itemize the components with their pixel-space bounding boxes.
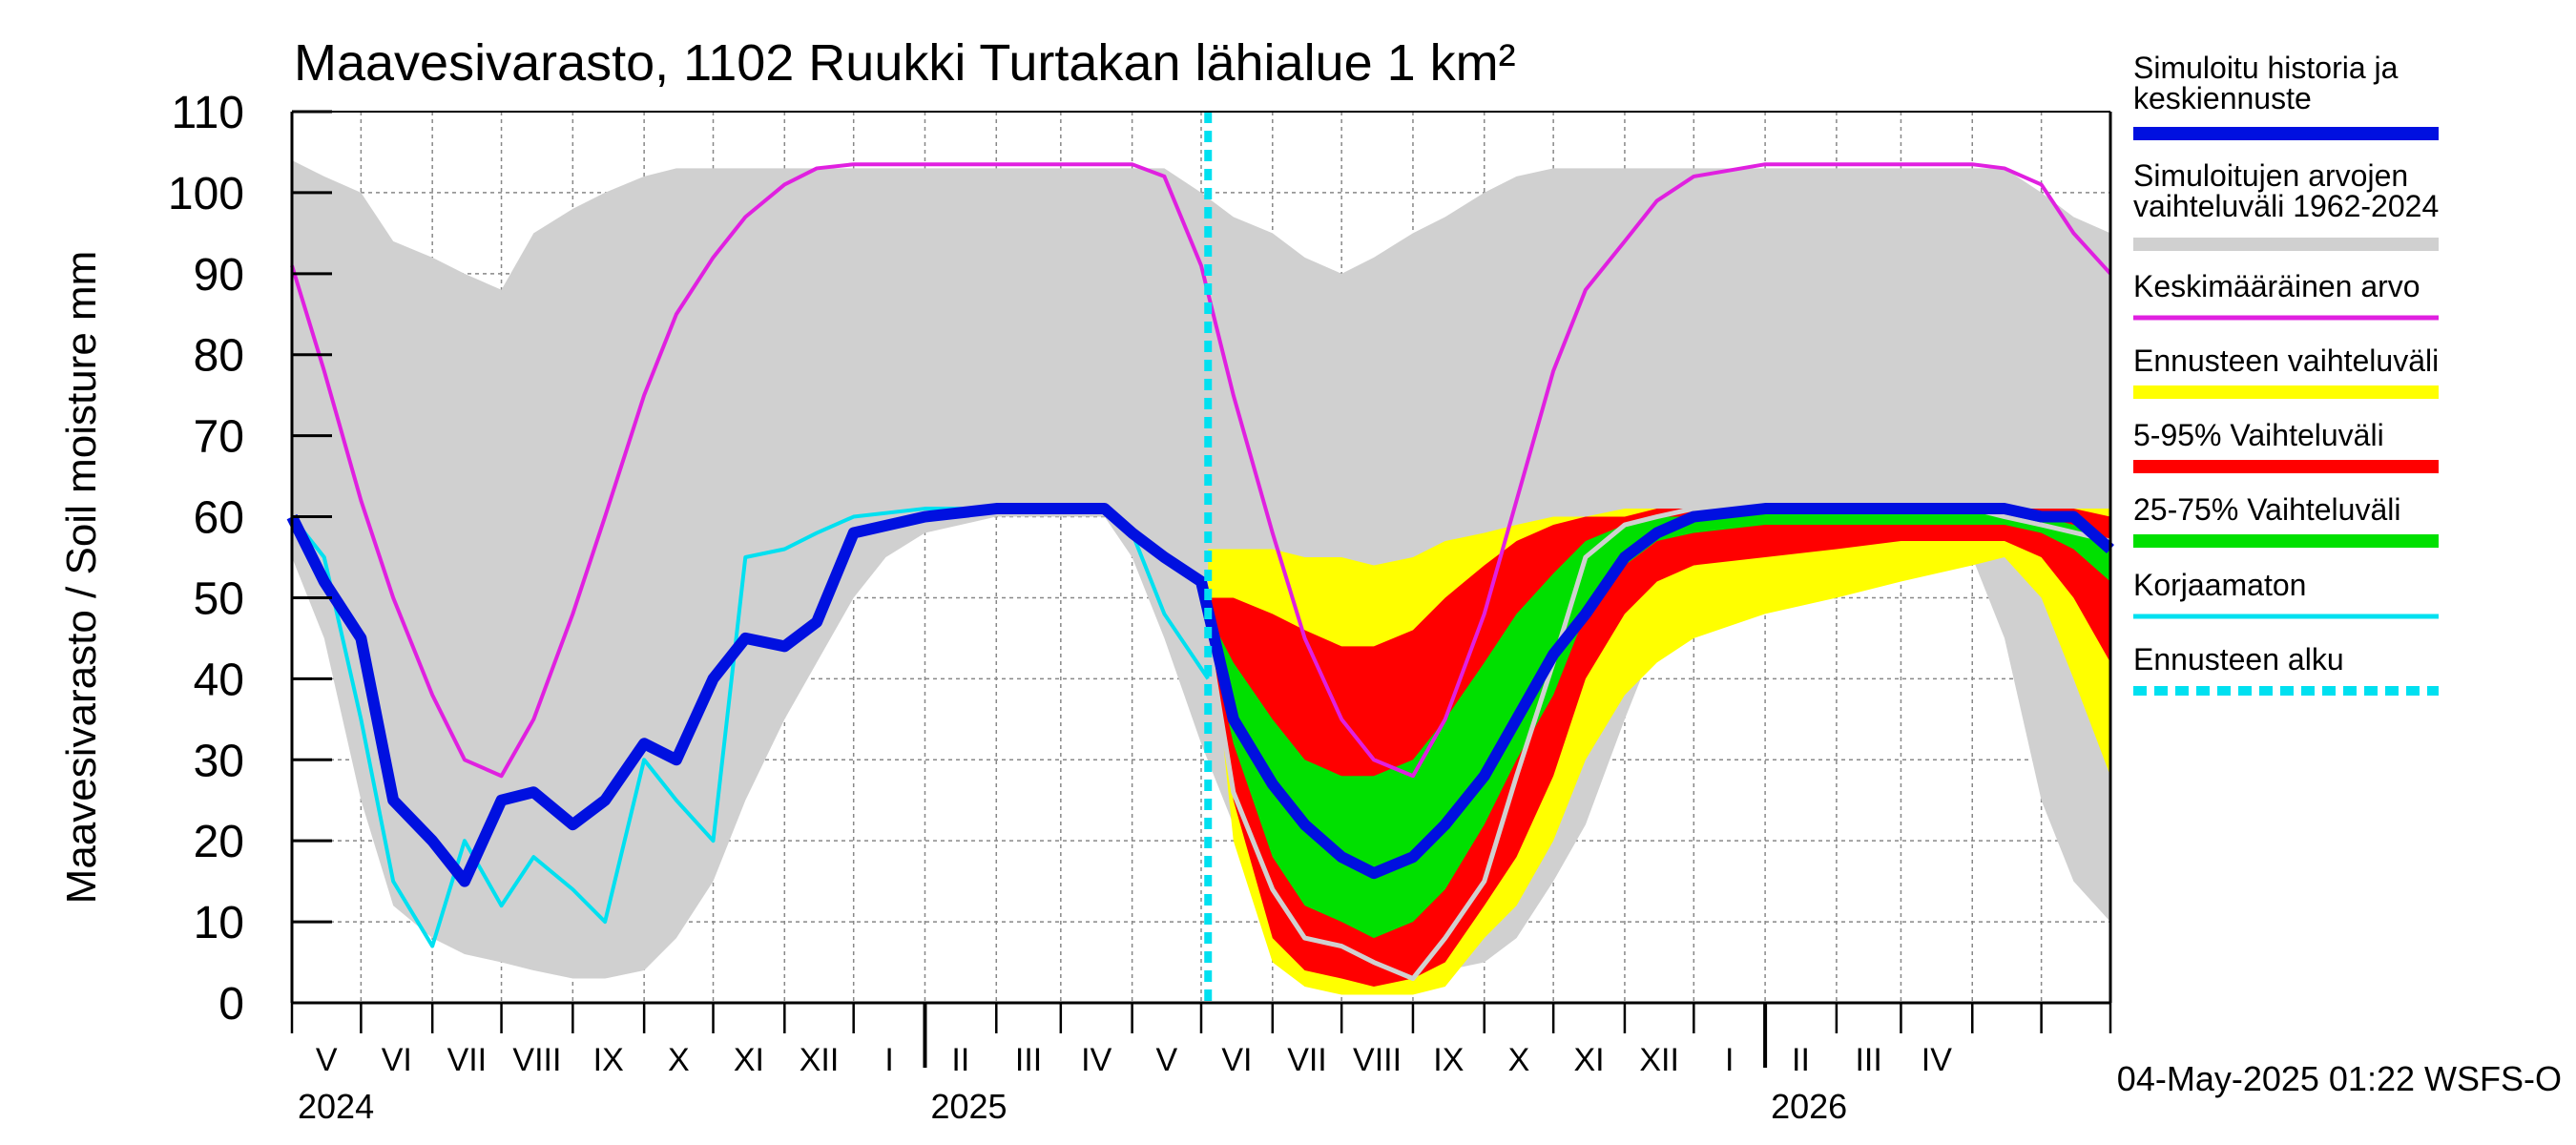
x-month-label: IX [593,1042,624,1078]
y-tick-label: 40 [194,655,244,705]
legend-label: vaihteluväli 1962-2024 [2133,189,2439,223]
x-month-label: II [1792,1042,1810,1078]
x-month-label: IX [1433,1042,1464,1078]
series-line [290,162,2112,779]
x-year-label: 2025 [930,1087,1007,1126]
x-month-label: X [1508,1042,1530,1078]
x-month-label: XII [1639,1042,1679,1078]
x-month-label: VI [382,1042,412,1078]
x-month-label: III [1855,1042,1881,1078]
x-month-label: XII [800,1042,840,1078]
x-month-label: XI [734,1042,764,1078]
footer-timestamp: 04-May-2025 01:22 WSFS-O [2117,1059,2562,1098]
x-month-label: VIII [1353,1042,1402,1078]
y-tick-label: 10 [194,898,244,948]
x-month-label: VIII [512,1042,561,1078]
y-tick-label: 0 [218,979,244,1030]
x-month-label: VI [1221,1042,1252,1078]
y-tick-label: 110 [171,88,244,138]
legend-label: Korjaamaton [2133,568,2306,602]
x-year-label: 2026 [1771,1087,1847,1126]
legend-label: keskiennuste [2133,81,2312,115]
chart-title: Maavesivarasto, 1102 Ruukki Turtakan läh… [294,34,1516,92]
y-tick-label: 100 [168,169,244,219]
legend-label: Ennusteen alku [2133,642,2344,677]
x-month-label: V [316,1042,338,1078]
y-tick-label: 80 [194,331,244,382]
x-year-label: 2024 [298,1087,374,1126]
y-tick-label: 60 [194,493,244,544]
y-tick-label: 50 [194,573,244,624]
y-axis-label: Maavesivarasto / Soil moisture mm [58,251,105,905]
y-tick-label: 70 [194,412,244,463]
legend-label: Simuloitujen arvojen [2133,158,2408,193]
x-month-label: X [668,1042,690,1078]
lines [286,112,2114,1003]
x-month-label: II [951,1042,969,1078]
legend-label: 25-75% Vaihteluväli [2133,492,2400,527]
x-month-label: VII [447,1042,488,1078]
legend-label: Keskimääräinen arvo [2133,269,2420,303]
legend-label: 5-95% Vaihteluväli [2133,418,2384,452]
x-month-label: V [1155,1042,1177,1078]
legend-label: Ennusteen vaihteluväli [2133,344,2439,378]
band-area [292,159,2110,979]
x-month-label: VII [1287,1042,1327,1078]
x-month-label: I [1725,1042,1734,1078]
x-month-label: XI [1573,1042,1604,1078]
y-tick-label: 90 [194,250,244,301]
legend-label: Simuloitu historia ja [2133,51,2399,85]
x-month-label: IV [1081,1042,1111,1078]
x-month-label: IV [1922,1042,1952,1078]
series-line [286,503,2114,887]
y-tick-label: 30 [194,736,244,786]
x-month-label: I [884,1042,893,1078]
x-month-label: III [1015,1042,1042,1078]
y-tick-label: 20 [194,817,244,867]
